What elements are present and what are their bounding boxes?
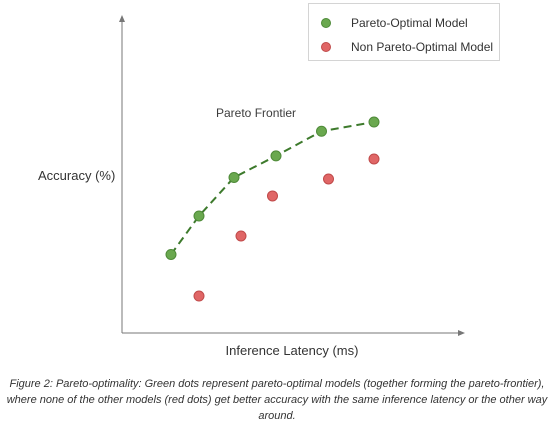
non-pareto-optimal-point-3 <box>323 173 334 185</box>
chart-marks <box>165 116 380 302</box>
legend-green-dot-icon <box>321 18 331 28</box>
y-axis-label: Accuracy (%) <box>38 168 116 183</box>
pareto-optimal-point-4 <box>316 125 327 137</box>
x-axis-arrow-icon <box>458 330 465 336</box>
pareto-optimal-point-2 <box>228 171 240 183</box>
non-pareto-optimal-point-0 <box>193 290 205 302</box>
non-pareto-optimal-point-1 <box>235 230 247 242</box>
pareto-optimal-point-3 <box>270 150 282 162</box>
figure-caption: Figure 2: Pareto-optimality: Green dots … <box>6 378 548 422</box>
legend-label: Non Pareto-Optimal Model <box>351 40 494 54</box>
legend-label: Pareto-Optimal Model <box>351 16 468 30</box>
pareto-optimal-point-5 <box>368 116 380 128</box>
non-pareto-optimal-point-4 <box>368 153 380 165</box>
pareto-frontier-annotation: Pareto Frontier <box>216 106 297 120</box>
chart-legend: Pareto-Optimal Model Non Pareto-Optimal … <box>308 3 500 61</box>
pareto-chart <box>119 15 465 336</box>
pareto-frontier-line <box>170 121 375 256</box>
pareto-optimal-point-1 <box>193 210 205 222</box>
legend-red-dot-icon <box>321 42 331 52</box>
x-axis-label: Inference Latency (ms) <box>225 343 359 358</box>
y-axis-arrow-icon <box>119 15 125 22</box>
pareto-optimal-point-0 <box>165 248 177 260</box>
non-pareto-optimal-point-2 <box>267 190 278 202</box>
